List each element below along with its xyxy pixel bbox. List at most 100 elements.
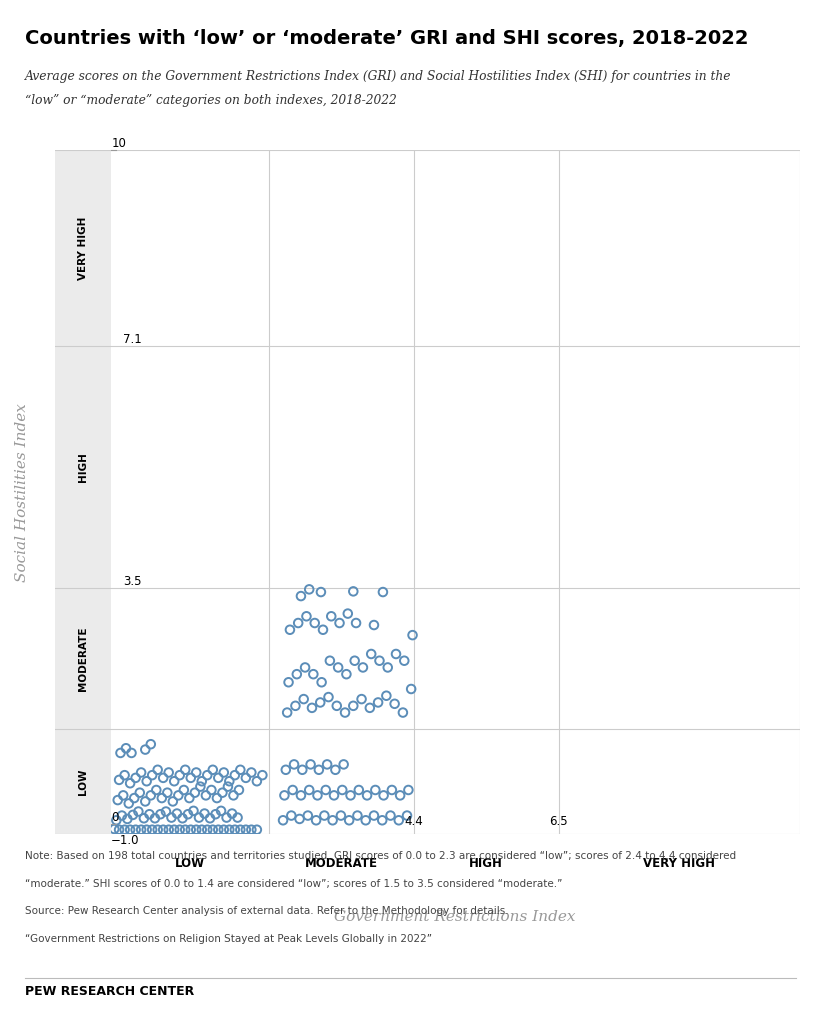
Point bbox=[308, 615, 321, 631]
Point bbox=[220, 809, 233, 826]
Point bbox=[348, 653, 361, 669]
Point bbox=[184, 821, 197, 838]
Text: 10: 10 bbox=[111, 137, 126, 150]
Point bbox=[336, 782, 349, 798]
Point bbox=[373, 653, 386, 669]
Point bbox=[144, 787, 158, 803]
Point bbox=[227, 787, 240, 803]
Point bbox=[212, 821, 225, 838]
Point bbox=[256, 767, 269, 784]
Text: PEW RESEARCH CENTER: PEW RESEARCH CENTER bbox=[25, 985, 194, 998]
Point bbox=[218, 764, 231, 781]
Point bbox=[406, 627, 419, 643]
Point bbox=[167, 793, 180, 809]
Text: LOW: LOW bbox=[175, 857, 205, 871]
Text: MODERATE: MODERATE bbox=[305, 857, 378, 871]
Point bbox=[228, 767, 241, 784]
Point bbox=[165, 809, 178, 826]
Text: “moderate.” SHI scores of 0.0 to 1.4 are considered “low”; scores of 1.5 to 3.5 : “moderate.” SHI scores of 0.0 to 1.4 are… bbox=[25, 879, 562, 889]
Point bbox=[322, 688, 335, 705]
Point bbox=[350, 615, 363, 631]
Point bbox=[167, 821, 181, 838]
Point bbox=[316, 622, 329, 638]
Point bbox=[239, 821, 252, 838]
Point bbox=[234, 761, 247, 777]
Text: Countries with ‘low’ or ‘moderate’ GRI and SHI scores, 2018-2022: Countries with ‘low’ or ‘moderate’ GRI a… bbox=[25, 29, 748, 48]
Point bbox=[183, 790, 196, 806]
Point bbox=[194, 779, 207, 795]
Point bbox=[190, 821, 203, 838]
Point bbox=[346, 698, 360, 714]
Point bbox=[314, 695, 327, 711]
Text: Government Restrictions Index: Government Restrictions Index bbox=[334, 910, 576, 925]
Point bbox=[351, 807, 364, 824]
Point bbox=[367, 807, 380, 824]
Point bbox=[115, 807, 128, 824]
Point bbox=[397, 705, 410, 721]
Point bbox=[139, 793, 152, 809]
Point bbox=[337, 756, 351, 772]
Point bbox=[119, 740, 132, 756]
Point bbox=[281, 705, 294, 721]
Point bbox=[232, 782, 245, 798]
Text: 7.1: 7.1 bbox=[123, 332, 142, 346]
Point bbox=[297, 691, 310, 707]
Point bbox=[234, 821, 247, 838]
Point bbox=[114, 745, 127, 761]
Text: HIGH: HIGH bbox=[78, 452, 88, 482]
Point bbox=[167, 773, 181, 790]
Point bbox=[151, 821, 164, 838]
Point bbox=[181, 806, 195, 822]
Point bbox=[405, 681, 418, 698]
Point bbox=[132, 803, 145, 819]
Point bbox=[173, 767, 186, 784]
Point bbox=[289, 698, 302, 714]
Point bbox=[307, 666, 320, 682]
Point bbox=[192, 809, 205, 826]
Point bbox=[212, 769, 225, 786]
Point bbox=[282, 674, 295, 691]
Point bbox=[287, 756, 300, 772]
Point bbox=[190, 764, 203, 781]
Point bbox=[200, 821, 213, 838]
Point bbox=[305, 700, 319, 716]
Point bbox=[359, 812, 372, 829]
Point bbox=[222, 773, 236, 790]
Point bbox=[318, 807, 331, 824]
Point bbox=[173, 821, 186, 838]
Point bbox=[384, 807, 397, 824]
Point bbox=[319, 782, 333, 798]
Point bbox=[222, 821, 236, 838]
Point bbox=[198, 805, 211, 821]
Point bbox=[216, 785, 229, 801]
Point bbox=[285, 807, 298, 824]
Point bbox=[112, 771, 126, 788]
Point bbox=[177, 782, 190, 798]
Point bbox=[228, 821, 241, 838]
Point bbox=[206, 761, 219, 777]
Point bbox=[118, 821, 131, 838]
Point bbox=[137, 810, 150, 827]
Point bbox=[342, 812, 355, 829]
Point bbox=[214, 803, 227, 819]
Point bbox=[140, 821, 154, 838]
Point bbox=[277, 812, 290, 829]
Point bbox=[279, 761, 292, 777]
Point bbox=[171, 805, 184, 821]
Point bbox=[295, 588, 308, 605]
Point bbox=[188, 785, 201, 801]
Point bbox=[151, 761, 164, 777]
Point bbox=[303, 581, 316, 597]
Point bbox=[139, 742, 152, 758]
Point bbox=[392, 812, 406, 829]
Point bbox=[218, 821, 231, 838]
Point bbox=[129, 821, 142, 838]
Text: 4.4: 4.4 bbox=[405, 815, 424, 829]
Point bbox=[342, 606, 355, 622]
Point bbox=[296, 761, 309, 777]
Point bbox=[176, 810, 189, 827]
Point bbox=[314, 584, 328, 601]
Point bbox=[179, 821, 192, 838]
Point bbox=[162, 764, 175, 781]
Point bbox=[145, 821, 158, 838]
